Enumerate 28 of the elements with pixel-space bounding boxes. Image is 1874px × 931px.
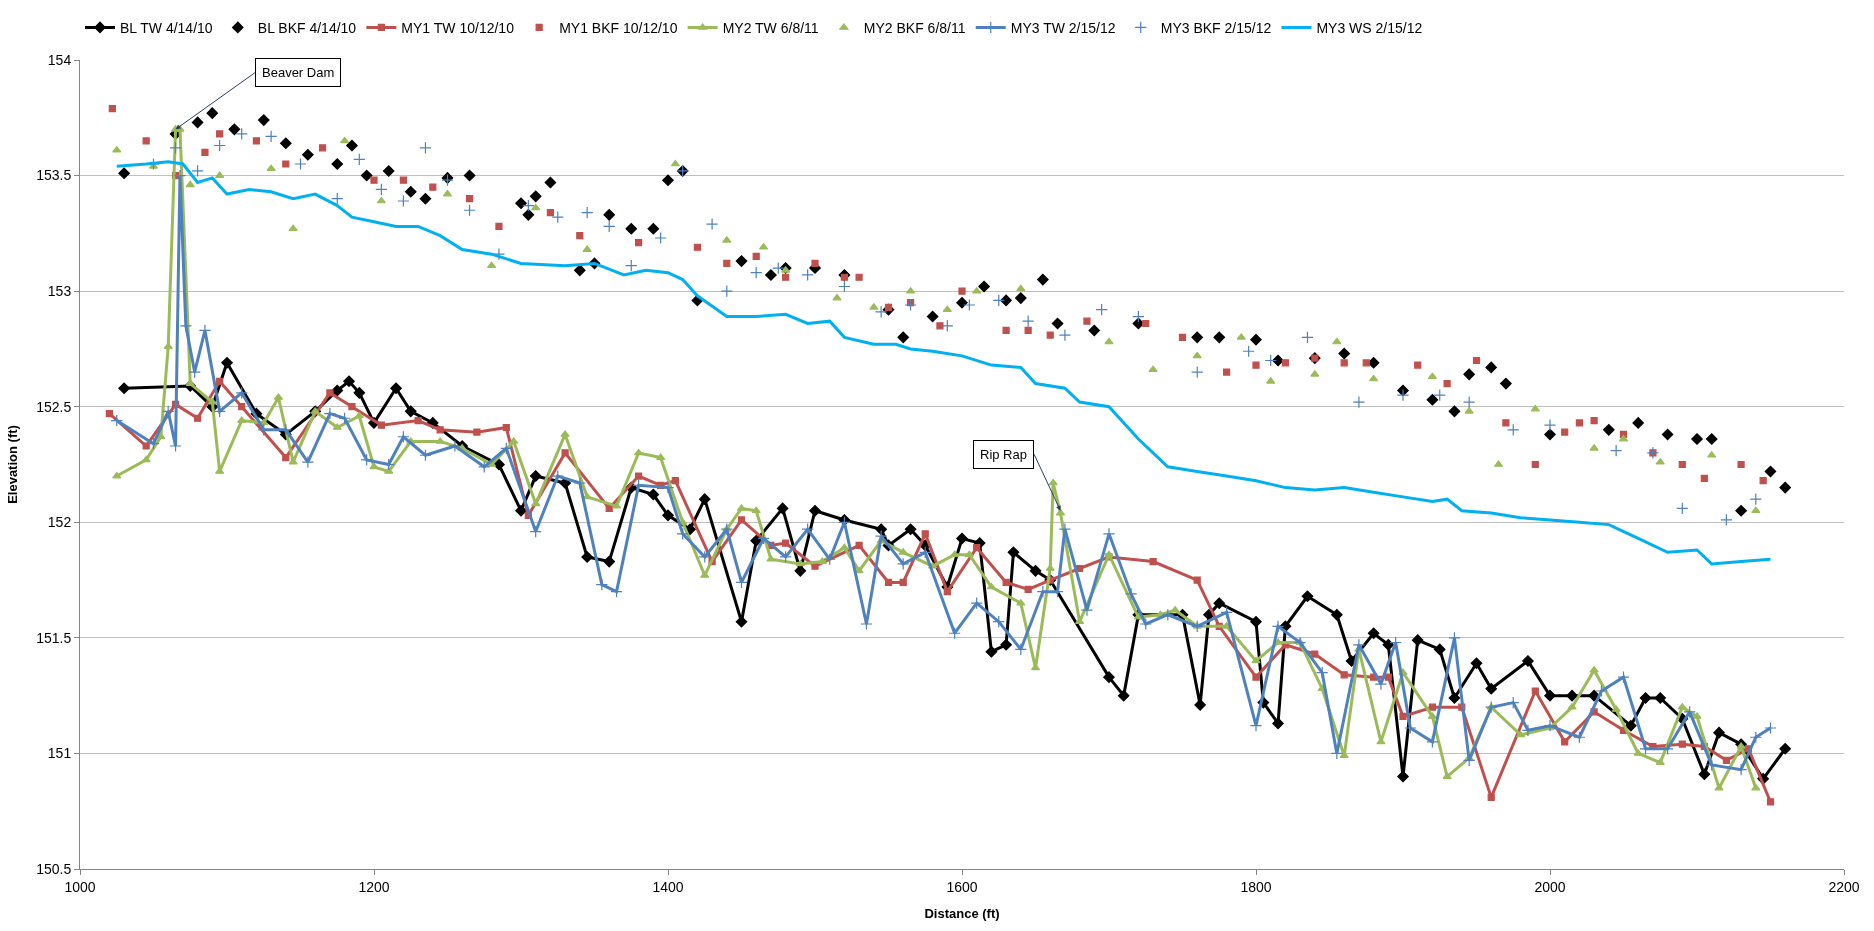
y-tick-label: 150.5 bbox=[36, 860, 72, 877]
x-tick-label: 1000 bbox=[64, 878, 96, 895]
annotation: Beaver Dam bbox=[262, 65, 335, 80]
x-tick-label: 1800 bbox=[1240, 878, 1272, 895]
y-tick-label: 152 bbox=[47, 514, 72, 531]
y-tick-label: 154 bbox=[47, 51, 72, 68]
legend-label: MY2 TW 6/8/11 bbox=[722, 19, 819, 36]
x-tick-label: 1600 bbox=[946, 878, 978, 895]
x-tick-label: 2000 bbox=[1534, 878, 1566, 895]
x-tick-label: 1200 bbox=[358, 878, 390, 895]
x-axis-title: Distance (ft) bbox=[924, 906, 1000, 922]
y-tick-label: 153 bbox=[47, 283, 72, 300]
y-tick-label: 151 bbox=[47, 745, 72, 762]
y-axis-title: Elevation (ft) bbox=[5, 425, 21, 504]
legend-label: MY3 TW 2/15/12 bbox=[1010, 19, 1116, 36]
legend-label: MY3 BKF 2/15/12 bbox=[1160, 19, 1272, 36]
x-tick-label: 2200 bbox=[1828, 878, 1860, 895]
y-tick-label: 152.5 bbox=[36, 398, 72, 415]
y-tick-label: 153.5 bbox=[36, 167, 72, 184]
legend-label: BL BKF 4/14/10 bbox=[257, 19, 357, 36]
y-tick-label: 151.5 bbox=[36, 629, 72, 646]
legend-label: BL TW 4/14/10 bbox=[120, 19, 213, 36]
legend-label: MY1 TW 10/12/10 bbox=[401, 19, 515, 36]
legend-label: MY2 BKF 6/8/11 bbox=[863, 19, 966, 36]
annotation: Rip Rap bbox=[980, 447, 1027, 462]
x-tick-label: 1400 bbox=[652, 878, 684, 895]
legend-label: MY3 WS 2/15/12 bbox=[1316, 19, 1423, 36]
legend-label: MY1 BKF 10/12/10 bbox=[559, 19, 678, 36]
